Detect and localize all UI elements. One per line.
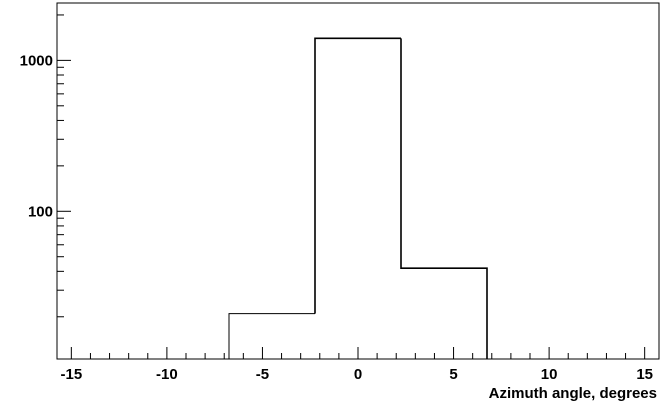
histogram-bin bbox=[314, 37, 401, 314]
histogram-bin bbox=[400, 38, 488, 359]
y-tick-label: 100 bbox=[28, 203, 53, 220]
x-tick-label: -15 bbox=[60, 366, 82, 383]
x-tick-label: 10 bbox=[541, 366, 558, 383]
x-axis-title: Azimuth angle, degrees bbox=[489, 385, 657, 402]
y-minor-ticks bbox=[57, 14, 64, 318]
x-tick-label: 15 bbox=[636, 366, 653, 383]
y-tick-label: 1000 bbox=[20, 52, 53, 69]
x-tick-label: 0 bbox=[354, 366, 362, 383]
histogram-bins bbox=[228, 37, 488, 359]
x-axis-ticks: -15 -10 -5 0 5 10 15 bbox=[60, 347, 653, 383]
plot-frame bbox=[56, 2, 660, 360]
x-tick-label: 5 bbox=[449, 366, 457, 383]
x-tick-label: -5 bbox=[256, 366, 269, 383]
x-tick-label: -10 bbox=[156, 366, 178, 383]
y-axis-ticks: 100 1000 bbox=[20, 52, 71, 220]
histogram-bin bbox=[228, 313, 315, 359]
